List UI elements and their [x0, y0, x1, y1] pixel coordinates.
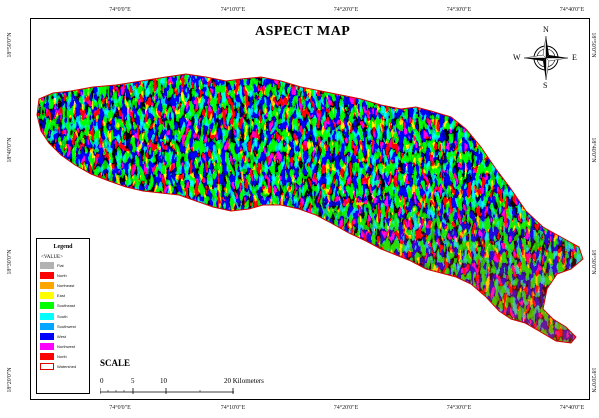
- north-label: N: [543, 25, 549, 34]
- top-longitude-label: 74°30'0"E: [446, 7, 472, 13]
- legend-item: Southwest: [40, 321, 86, 331]
- bottom-longitude-label: 74°0'0"E: [109, 405, 131, 411]
- aspect-raster: [37, 74, 583, 343]
- left-latitude-label: 18°40'0"N: [7, 137, 13, 163]
- right-latitude-label: 18°30'0"N: [590, 249, 596, 275]
- east-label: E: [572, 53, 577, 62]
- legend-item: East: [40, 291, 86, 301]
- scale-label: 10: [160, 377, 167, 385]
- legend-label: Flat: [57, 262, 64, 268]
- legend-item: Northeast: [40, 280, 86, 290]
- legend-label: North: [57, 272, 67, 278]
- legend-swatch: [40, 332, 54, 340]
- legend-swatch: [40, 281, 54, 289]
- top-longitude-label: 74°20'0"E: [333, 7, 359, 13]
- legend-subtitle: <VALUE>: [41, 255, 63, 260]
- bottom-longitude-label: 74°30'0"E: [446, 405, 472, 411]
- legend-swatch: [40, 271, 54, 279]
- top-longitude-label: 74°0'0"E: [109, 7, 131, 13]
- map-title: ASPECT MAP: [255, 24, 351, 39]
- right-latitude-label: 18°40'0"N: [590, 137, 596, 163]
- legend-swatch: [40, 292, 54, 300]
- compass-rose-icon: [523, 35, 569, 81]
- left-latitude-label: 18°20'0"N: [7, 367, 13, 393]
- top-longitude-label: 74°10'0"E: [220, 7, 246, 13]
- legend-item: North: [40, 270, 86, 280]
- legend-item: North: [40, 352, 86, 362]
- legend-label: East: [57, 293, 66, 299]
- scale-label: 0: [100, 377, 104, 385]
- legend-label: Southwest: [57, 323, 76, 329]
- north-arrow: N S E W: [513, 25, 577, 90]
- legend-swatch: [40, 353, 54, 361]
- legend-swatch: [40, 363, 54, 371]
- legend-label: Southeast: [57, 303, 76, 309]
- legend-item: South: [40, 311, 86, 321]
- scale-label: 5: [131, 377, 135, 385]
- south-label: S: [543, 81, 548, 90]
- map-frame: [30, 18, 590, 400]
- legend-label: West: [57, 333, 67, 339]
- scale-label: 20 Kilometers: [224, 377, 264, 385]
- legend-label: South: [57, 313, 68, 319]
- legend-item: West: [40, 331, 86, 341]
- legend-title: Legend: [53, 244, 73, 250]
- legend: Legend <VALUE> Flat North Northeast East Sou…: [36, 238, 90, 394]
- legend-label: Northwest: [57, 344, 76, 350]
- legend-swatch: [40, 343, 54, 351]
- legend-label: North: [57, 354, 67, 360]
- left-latitude-label: 18°50'0"N: [7, 32, 13, 58]
- left-latitude-label: 18°30'0"N: [7, 249, 13, 275]
- legend-item: Watershed: [40, 362, 86, 372]
- legend-item: Flat: [40, 260, 86, 270]
- top-longitude-label: 74°40'0"E: [559, 7, 585, 13]
- right-latitude-label: 18°20'0"N: [590, 367, 596, 393]
- bottom-longitude-label: 74°40'0"E: [559, 405, 585, 411]
- legend-swatch: [40, 261, 54, 269]
- legend-label: Watershed: [57, 364, 77, 370]
- bottom-longitude-label: 74°10'0"E: [220, 405, 246, 411]
- bottom-longitude-label: 74°20'0"E: [333, 405, 359, 411]
- watershed-boundary: [36, 73, 584, 344]
- right-latitude-label: 18°50'0"N: [590, 32, 596, 58]
- scale-bar: [100, 388, 234, 394]
- legend-swatch: [40, 302, 54, 310]
- scale-title: SCALE: [100, 358, 131, 368]
- legend-label: Northeast: [57, 282, 75, 288]
- west-label: W: [513, 53, 521, 62]
- legend-items: Flat North Northeast East Southeast South Sout…: [40, 260, 86, 372]
- legend-swatch: [40, 312, 54, 320]
- legend-item: Southeast: [40, 301, 86, 311]
- legend-swatch: [40, 322, 54, 330]
- legend-item: Northwest: [40, 342, 86, 352]
- aspect-raster-map: [36, 73, 584, 344]
